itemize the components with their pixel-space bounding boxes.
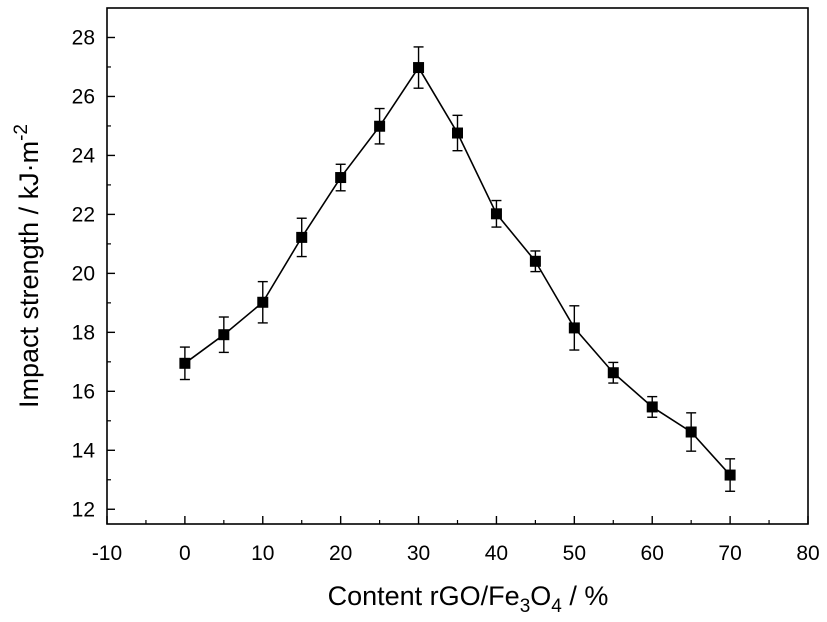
plot-group [106,7,809,525]
y-tick-label: 22 [72,203,95,226]
data-point [568,322,580,334]
y-tick-label: 12 [72,498,95,521]
data-point [490,208,502,220]
x-tick-label: 70 [718,542,741,565]
data-point [257,296,269,308]
x-axis-title: Content rGO/Fe3O4 / % [328,581,609,617]
y-tick-label: 24 [72,144,96,167]
x-tick-label: 40 [485,542,508,565]
data-point [218,329,230,341]
y-tick-label: 26 [72,85,95,108]
data-point [374,120,386,132]
data-point [646,401,658,413]
y-tick-label: 16 [72,380,95,403]
plot-frame [106,7,809,525]
data-point [607,367,619,379]
data-point [413,62,425,74]
x-tick-label: 0 [179,542,191,565]
y-tick-label: 14 [72,439,96,462]
y-axis-title: Impact strength / kJ·m-2 [11,124,44,408]
x-tick-label: 80 [796,542,819,565]
x-tick-label: 30 [407,542,430,565]
series-group [179,46,736,492]
data-point [335,172,347,184]
x-tick-label: 50 [563,542,586,565]
data-point [724,469,736,481]
data-point [529,255,541,267]
y-tick-label: 18 [72,321,95,344]
tick-group: -10 0 10 20 30 40 50 60 70 80 12 14 16 18 20 22 24 26 28 [72,26,820,565]
data-point [179,357,191,369]
x-tick-label: 20 [329,542,352,565]
x-tick-label: 10 [251,542,274,565]
x-tick-label: -10 [92,542,122,565]
y-tick-label: 28 [72,26,95,49]
data-point [685,426,697,438]
data-point [452,127,463,139]
x-tick-label: 60 [641,542,664,565]
data-point [296,231,308,243]
y-tick-label: 20 [72,262,95,285]
